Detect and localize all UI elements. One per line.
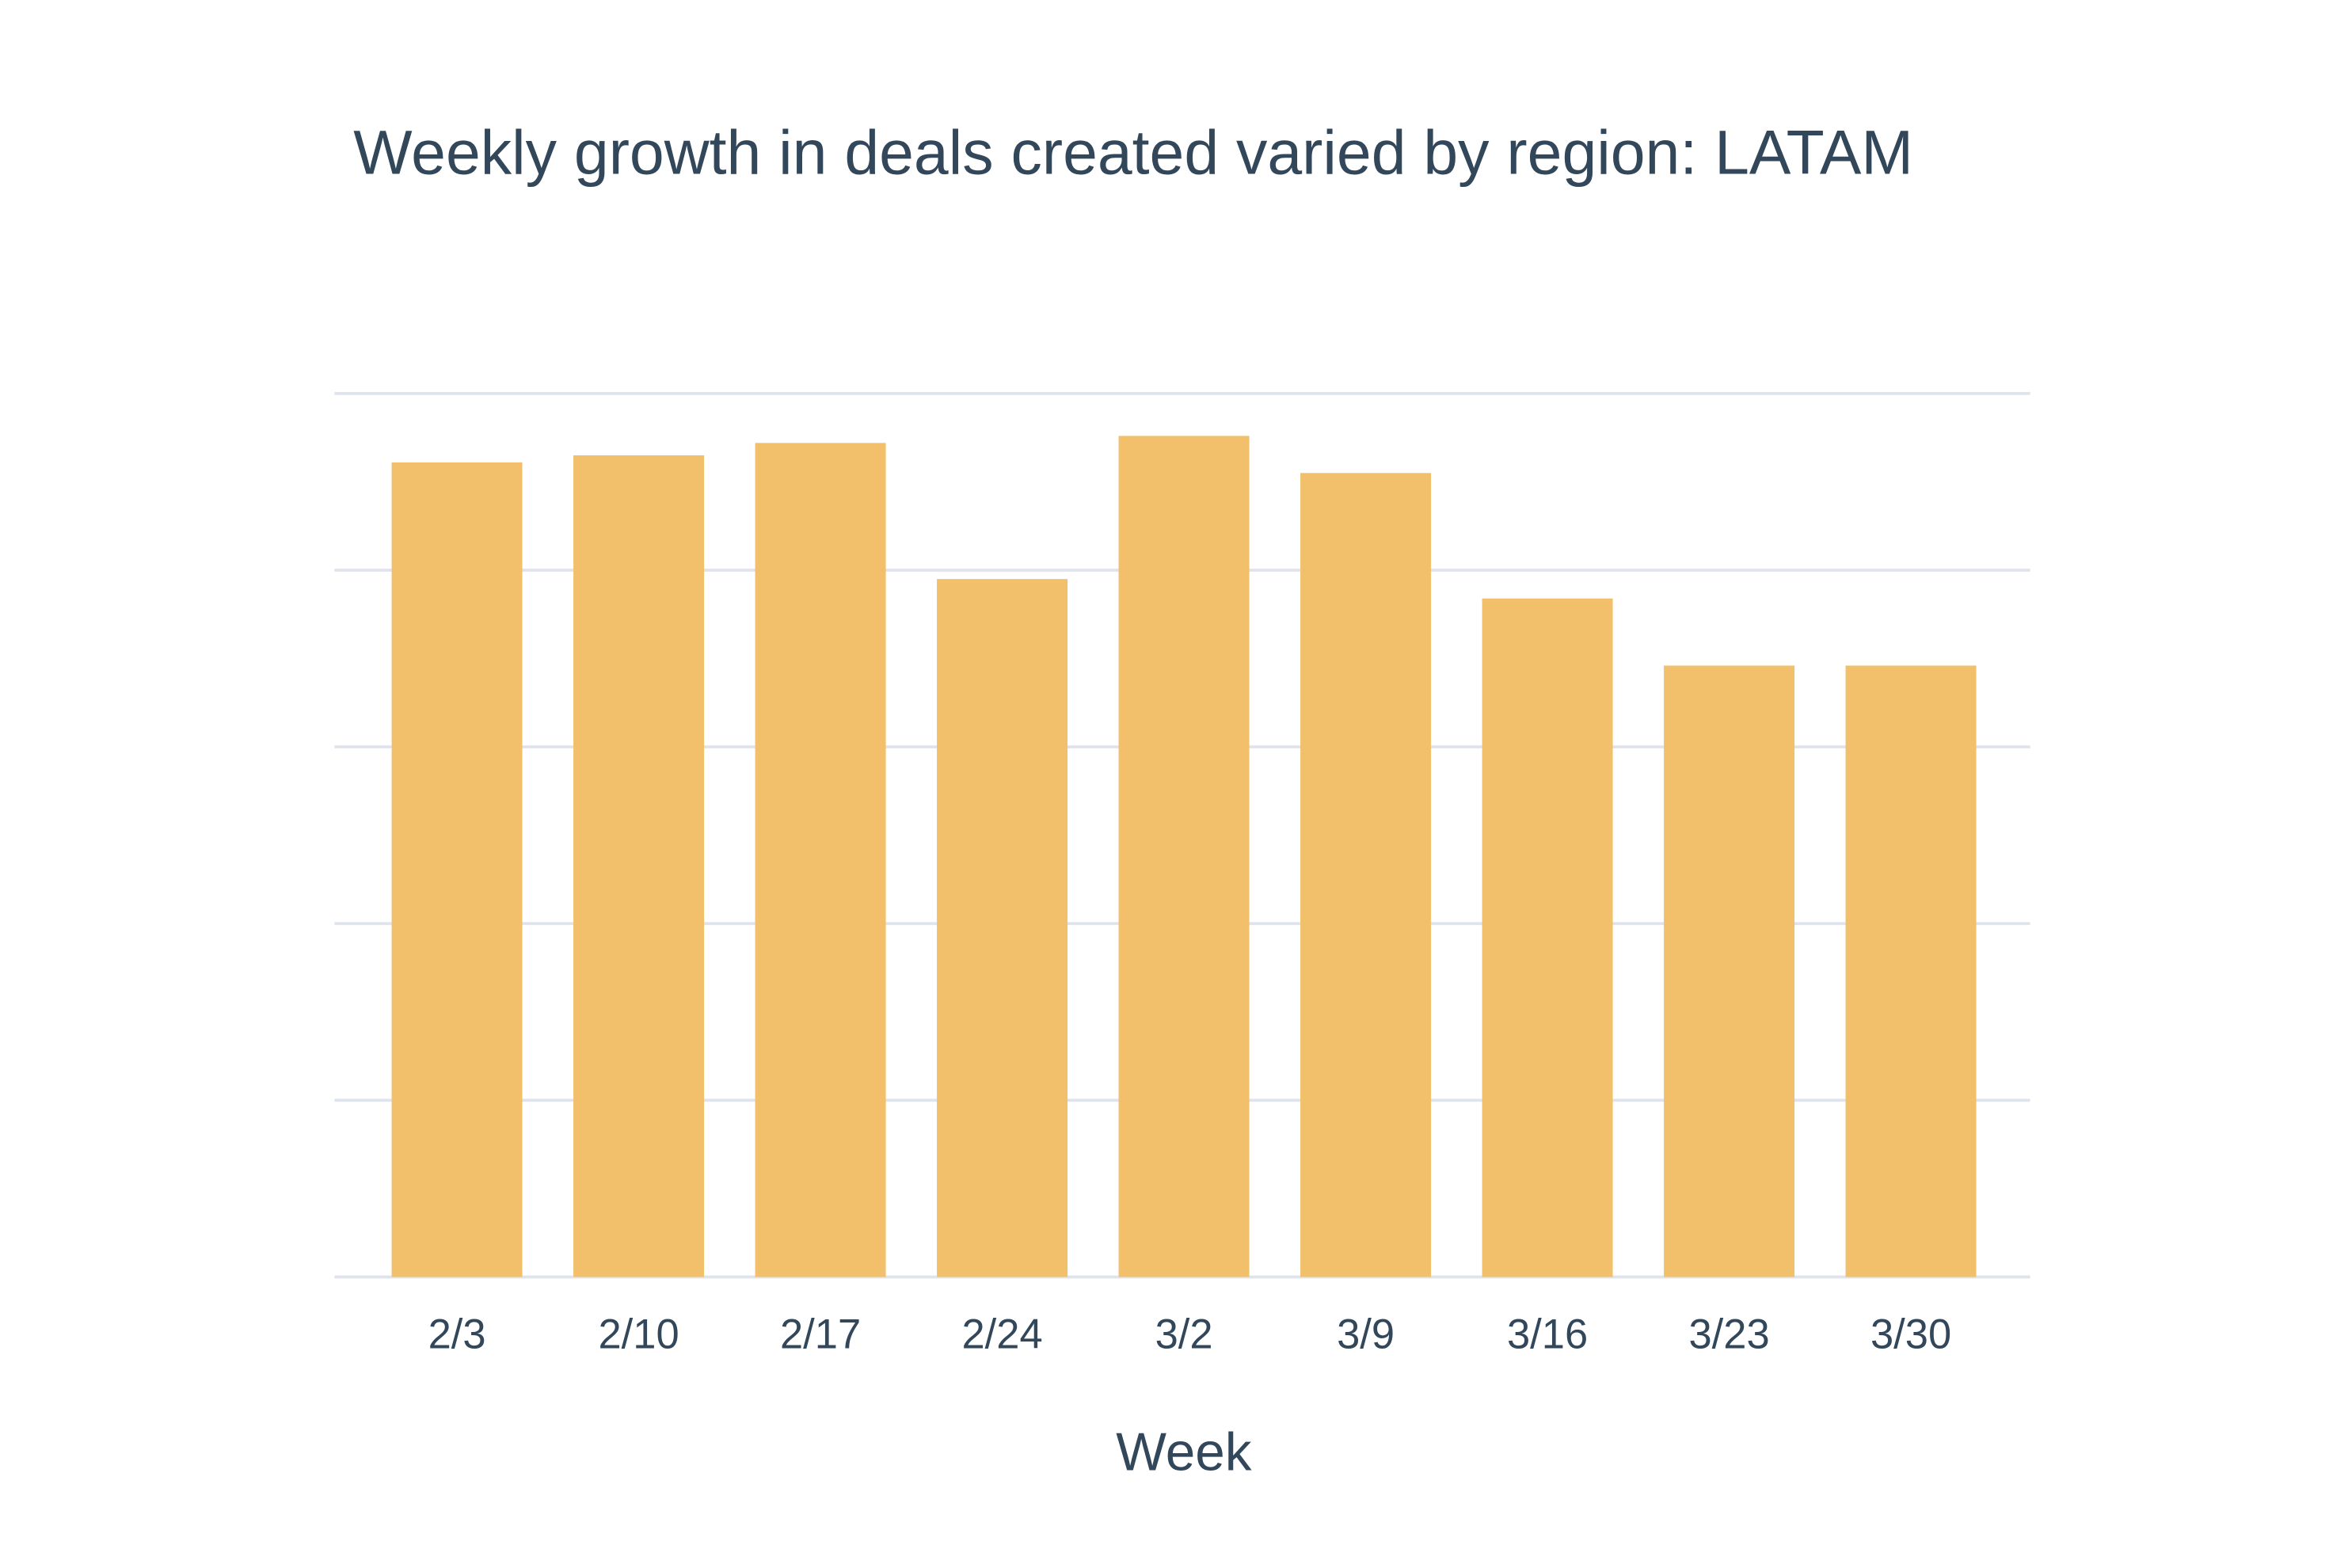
bar-3-9	[1300, 473, 1432, 1277]
bar-2-24	[937, 579, 1068, 1277]
bar-2-10	[573, 455, 705, 1277]
x-tick-label: 2/24	[961, 1311, 1042, 1358]
x-tick-label: 3/30	[1870, 1311, 1951, 1358]
bar-2-3	[391, 462, 523, 1277]
x-tick-label: 3/9	[1337, 1311, 1395, 1358]
bar-3-16	[1482, 598, 1613, 1277]
bar-3-30	[1845, 665, 1977, 1277]
x-tick-labels: 2/3 2/10 2/17 2/24 3/2 3/9 3/16 3/23 3/30	[428, 1311, 1952, 1358]
x-tick-label: 2/3	[428, 1311, 486, 1358]
bar-3-23	[1664, 665, 1795, 1277]
x-tick-label: 3/23	[1688, 1311, 1769, 1358]
x-tick-label: 2/10	[598, 1311, 679, 1358]
x-tick-label: 2/17	[780, 1311, 861, 1358]
chart-title: Weekly growth in deals created varied by…	[353, 117, 1913, 187]
x-tick-label: 3/2	[1155, 1311, 1213, 1358]
bar-3-2	[1118, 436, 1250, 1277]
bars	[391, 436, 1977, 1277]
x-axis-label: Week	[1116, 1422, 1252, 1482]
bar-2-17	[755, 443, 886, 1277]
x-tick-label: 3/16	[1507, 1311, 1588, 1358]
